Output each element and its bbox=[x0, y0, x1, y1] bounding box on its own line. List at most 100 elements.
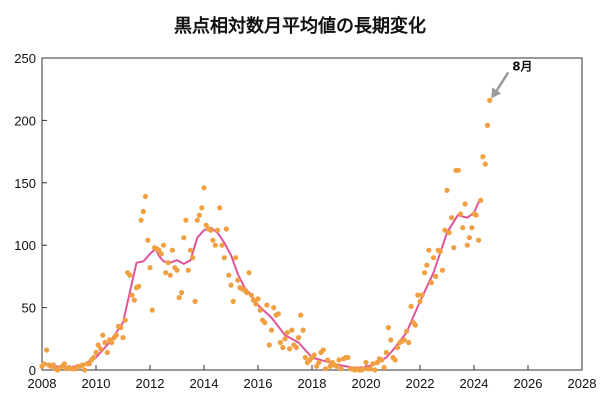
monthly-point bbox=[44, 347, 50, 353]
y-tick-label: 50 bbox=[22, 301, 36, 316]
monthly-point bbox=[264, 302, 270, 308]
chart-title: 黒点相対数月平均値の長期変化 bbox=[174, 16, 426, 37]
y-tick-label: 100 bbox=[14, 238, 36, 253]
monthly-point bbox=[293, 344, 299, 351]
monthly-point bbox=[314, 363, 320, 369]
monthly-point bbox=[419, 292, 425, 298]
monthly-point bbox=[100, 332, 106, 338]
monthly-point bbox=[311, 352, 317, 358]
monthly-point bbox=[120, 335, 126, 341]
monthly-point bbox=[192, 298, 198, 304]
monthly-point bbox=[174, 267, 180, 273]
monthly-point bbox=[104, 349, 110, 356]
monthly-point bbox=[482, 161, 488, 167]
monthly-point bbox=[212, 242, 218, 248]
monthly-point bbox=[79, 362, 86, 368]
monthly-point bbox=[102, 339, 108, 346]
x-tick-label: 2020 bbox=[352, 376, 381, 391]
monthly-point bbox=[446, 230, 452, 236]
monthly-point bbox=[187, 247, 194, 253]
monthly-point bbox=[417, 298, 423, 304]
monthly-point bbox=[379, 357, 385, 363]
monthly-point bbox=[457, 211, 464, 217]
x-tick-label: 2028 bbox=[568, 376, 597, 391]
monthly-point bbox=[147, 265, 153, 271]
monthly-point bbox=[401, 337, 407, 343]
x-tick-label: 2024 bbox=[460, 376, 489, 391]
monthly-point bbox=[210, 237, 216, 243]
annotation-arrowhead bbox=[491, 87, 502, 99]
monthly-point bbox=[235, 277, 241, 283]
monthly-point bbox=[145, 237, 151, 243]
monthly-point bbox=[412, 322, 418, 328]
monthly-point bbox=[82, 367, 88, 373]
monthly-point bbox=[228, 282, 234, 288]
monthly-point bbox=[268, 327, 275, 333]
monthly-point bbox=[160, 242, 167, 248]
monthly-point bbox=[223, 226, 229, 232]
monthly-point bbox=[451, 245, 457, 251]
monthly-point bbox=[282, 336, 288, 342]
monthly-point bbox=[136, 283, 142, 289]
monthly-point bbox=[190, 255, 196, 261]
monthly-point bbox=[462, 201, 468, 207]
monthly-point bbox=[140, 208, 146, 215]
x-tick-label: 2022 bbox=[406, 376, 435, 391]
monthly-point bbox=[480, 154, 486, 160]
monthly-point bbox=[230, 298, 236, 304]
monthly-point bbox=[428, 280, 434, 286]
monthly-point bbox=[156, 247, 162, 253]
y-tick-label: 250 bbox=[14, 51, 36, 66]
monthly-point bbox=[176, 295, 182, 301]
x-tick-label: 2026 bbox=[514, 376, 543, 391]
monthly-point bbox=[199, 205, 205, 211]
monthly-point bbox=[487, 97, 493, 103]
y-tick-label: 0 bbox=[29, 363, 36, 378]
monthly-point bbox=[403, 328, 410, 334]
monthly-point bbox=[246, 270, 252, 276]
monthly-point bbox=[388, 337, 394, 343]
smoothed-line bbox=[41, 199, 481, 369]
monthly-point bbox=[41, 361, 47, 367]
annotation-label: 8月 bbox=[512, 59, 532, 73]
monthly-point bbox=[372, 367, 378, 373]
monthly-point bbox=[442, 227, 448, 233]
monthly-point bbox=[203, 222, 209, 228]
x-tick-label: 2012 bbox=[136, 376, 165, 391]
monthly-point bbox=[408, 303, 414, 309]
monthly-point bbox=[167, 272, 173, 278]
monthly-point bbox=[219, 242, 225, 248]
monthly-point bbox=[383, 349, 389, 356]
monthly-point bbox=[201, 185, 207, 191]
monthly-point bbox=[345, 354, 351, 361]
monthly-point bbox=[266, 342, 272, 348]
monthly-point bbox=[221, 255, 227, 261]
monthly-point bbox=[214, 227, 221, 233]
monthly-point bbox=[363, 359, 369, 366]
monthly-point bbox=[122, 317, 128, 323]
monthly-point bbox=[385, 325, 391, 331]
monthly-point bbox=[300, 327, 306, 333]
monthly-point bbox=[424, 262, 430, 268]
monthly-point bbox=[476, 237, 482, 243]
monthly-point bbox=[86, 361, 92, 367]
monthly-point bbox=[185, 267, 191, 273]
monthly-point bbox=[437, 248, 443, 254]
monthly-point bbox=[158, 251, 164, 257]
y-tick-label: 200 bbox=[14, 113, 36, 128]
monthly-point bbox=[473, 212, 479, 218]
monthly-point bbox=[449, 215, 455, 221]
monthly-point bbox=[455, 167, 461, 173]
monthly-point bbox=[370, 361, 376, 367]
monthly-point bbox=[255, 296, 261, 302]
monthly-point bbox=[430, 255, 437, 261]
monthly-point bbox=[302, 354, 308, 361]
monthly-point bbox=[275, 311, 281, 317]
monthly-point bbox=[118, 325, 124, 331]
monthly-point bbox=[217, 205, 223, 211]
monthly-point bbox=[439, 267, 445, 273]
y-tick-label: 150 bbox=[14, 176, 36, 191]
monthly-point bbox=[336, 357, 342, 363]
monthly-point bbox=[381, 364, 387, 371]
